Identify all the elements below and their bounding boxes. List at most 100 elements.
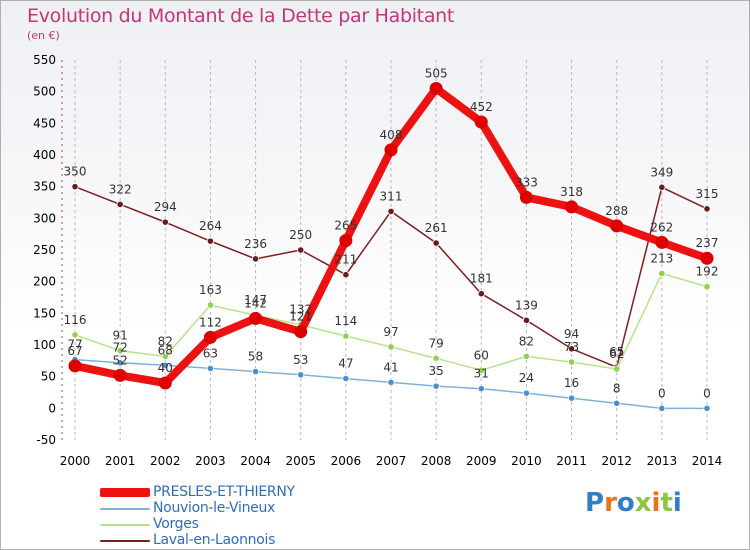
data-labels: 3503222942642362502113112611811399465349… (64, 67, 719, 401)
data-point (294, 325, 308, 339)
data-point (71, 183, 79, 191)
data-label: 349 (650, 165, 673, 179)
axes: -500501001502002503003504004505005502000… (33, 53, 722, 468)
data-label: 192 (696, 265, 719, 279)
data-point (429, 82, 443, 95)
x-tick-label: 2008 (421, 454, 452, 468)
legend-swatch (100, 508, 150, 510)
legend-swatch (100, 524, 150, 526)
data-label: 112 (199, 315, 222, 329)
data-label: 311 (380, 189, 403, 203)
y-tick-label: 300 (33, 211, 56, 225)
data-point (68, 359, 82, 373)
data-label: 211 (334, 253, 357, 267)
y-tick-label: 50 (41, 370, 56, 384)
data-label: 73 (564, 340, 579, 354)
proxiti-logo: Proxiti (585, 488, 682, 518)
y-tick-label: 200 (33, 275, 56, 289)
x-tick-label: 2004 (240, 454, 271, 468)
data-label: 142 (244, 296, 267, 310)
data-point (567, 345, 576, 353)
data-point (700, 251, 714, 265)
data-point (116, 347, 124, 355)
x-tick-label: 2000 (60, 454, 91, 468)
data-point (522, 316, 531, 324)
data-label: 315 (696, 187, 719, 201)
data-label: 52 (113, 353, 128, 367)
data-point (477, 385, 485, 393)
legend-label: PRESLES-ET-THIERNY (153, 484, 295, 500)
y-tick-label: 500 (33, 85, 56, 99)
data-point (206, 237, 215, 245)
data-point (71, 331, 79, 339)
x-tick-label: 2009 (466, 454, 497, 468)
data-point (342, 332, 350, 340)
data-point (387, 343, 395, 351)
data-label: 237 (696, 236, 719, 250)
data-point (161, 361, 169, 369)
logo-letter: P (585, 488, 605, 518)
data-label: 53 (293, 353, 308, 367)
data-label: 288 (605, 204, 628, 218)
data-point (387, 207, 395, 215)
chart-title: Evolution du Montant de la Dette par Hab… (27, 5, 455, 27)
data-point (432, 239, 440, 247)
data-point (432, 354, 440, 362)
data-label: 60 (474, 348, 489, 362)
data-point (342, 271, 350, 279)
chart-unit-subtitle: (en €) (27, 29, 60, 42)
data-label: 63 (203, 346, 218, 360)
data-label: 31 (474, 367, 489, 381)
x-tick-label: 2013 (647, 454, 678, 468)
y-tick-label: -50 (36, 433, 56, 447)
data-point (658, 183, 666, 191)
data-label: 16 (564, 376, 579, 390)
legend-swatch (100, 488, 150, 497)
x-tick-label: 2002 (150, 454, 181, 468)
data-label: 67 (67, 344, 82, 358)
logo-letter: x (634, 488, 652, 518)
y-tick-label: 400 (33, 148, 56, 162)
x-tick-label: 2014 (692, 454, 723, 468)
y-tick-label: 450 (33, 116, 56, 130)
data-label: 265 (334, 219, 357, 233)
y-tick-label: 100 (33, 338, 56, 352)
data-label: 333 (515, 175, 538, 189)
data-label: 261 (425, 221, 448, 235)
data-point (477, 290, 485, 298)
data-point (703, 283, 711, 291)
x-tick-label: 2007 (376, 454, 407, 468)
x-tick-label: 2011 (556, 454, 587, 468)
data-point (655, 235, 669, 249)
logo-letter: i (651, 488, 661, 518)
data-point (567, 394, 576, 402)
data-label: 82 (519, 334, 534, 348)
data-point (477, 366, 485, 374)
data-label: 0 (658, 386, 666, 400)
data-point (206, 364, 215, 373)
data-label: 94 (564, 327, 579, 341)
data-point (161, 352, 169, 360)
data-point (474, 115, 488, 129)
legend-swatch (100, 540, 150, 542)
data-point (161, 218, 169, 226)
y-tick-label: 0 (48, 401, 56, 415)
data-label: 262 (650, 220, 673, 234)
data-label: 116 (64, 313, 87, 327)
x-tick-label: 2012 (601, 454, 632, 468)
data-label: 58 (248, 350, 263, 364)
data-point (251, 255, 260, 263)
data-point (567, 358, 576, 366)
logo-letter: i (672, 488, 682, 518)
x-tick-label: 2001 (105, 454, 136, 468)
data-label: 132 (289, 303, 312, 317)
data-label: 97 (383, 325, 398, 339)
data-label: 82 (158, 334, 173, 348)
data-label: 65 (609, 345, 624, 359)
data-label: 318 (560, 185, 583, 199)
data-label: 213 (650, 251, 673, 265)
data-label: 68 (158, 343, 173, 357)
x-tick-label: 2006 (331, 454, 362, 468)
